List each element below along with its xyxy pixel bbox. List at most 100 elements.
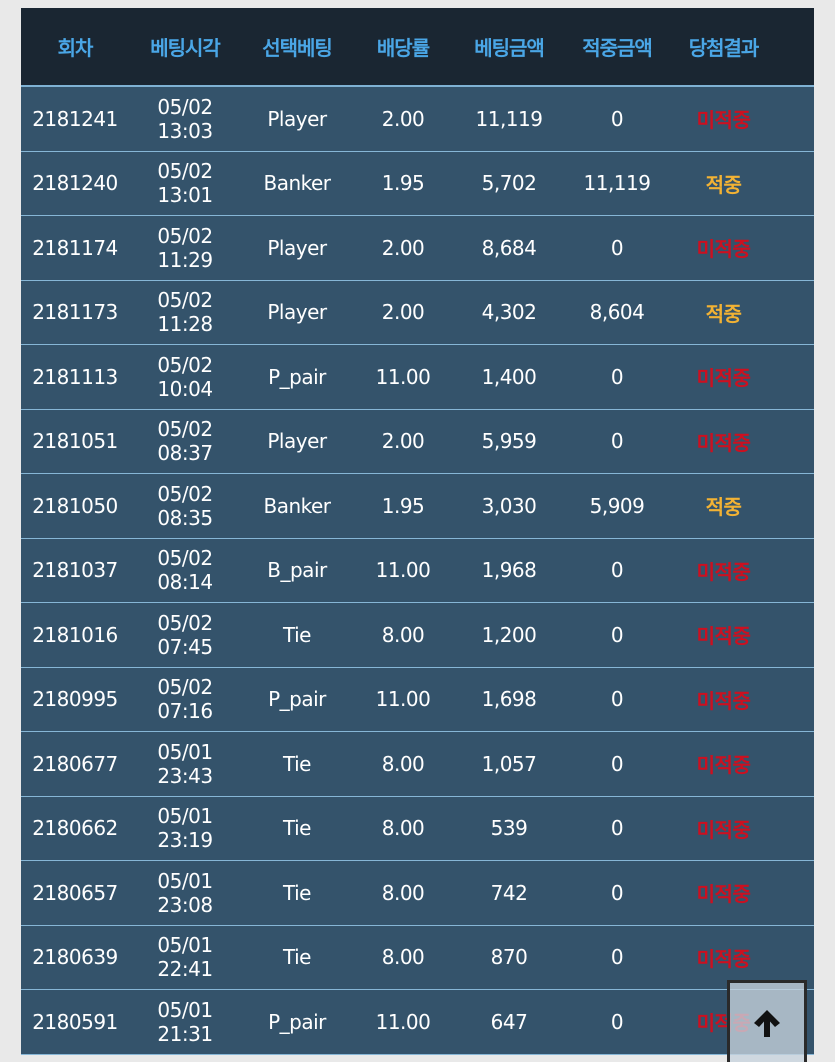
win-amount-cell: 0 xyxy=(610,1009,624,1034)
odds-cell: 11.00 xyxy=(375,687,431,712)
bet-amount-cell: 647 xyxy=(490,1009,528,1034)
odds-cell: 8.00 xyxy=(381,945,425,970)
selection-cell: Player xyxy=(267,235,327,260)
bet-amount-cell: 11,119 xyxy=(475,106,543,131)
bet-amount-cell: 1,968 xyxy=(481,558,537,583)
selection-cell: P_pair xyxy=(268,1009,326,1034)
table-header: 회차 베팅시각 선택베팅 배당률 베팅금액 적중금액 당첨결과 xyxy=(21,8,814,87)
result-cell: 적중 xyxy=(705,301,742,326)
table-row: 2181240 05/02 13:01 Banker 1.95 5,702 11,119 적… xyxy=(21,151,814,216)
win-amount-cell: 0 xyxy=(610,364,624,389)
scroll-to-top-button[interactable] xyxy=(727,980,807,1062)
bet-time-cell: 05/02 08:37 xyxy=(157,417,213,466)
bet-time-cell: 05/02 07:45 xyxy=(157,610,213,659)
result-cell: 미적중 xyxy=(696,882,751,907)
round-cell: 2180662 xyxy=(32,816,118,841)
win-amount-cell: 0 xyxy=(610,945,624,970)
bet-amount-cell: 742 xyxy=(490,880,528,905)
result-cell: 적중 xyxy=(705,495,742,520)
bet-amount-cell: 3,030 xyxy=(481,493,537,518)
arrow-up-icon xyxy=(754,1009,780,1037)
round-cell: 2180677 xyxy=(32,751,118,776)
column-header: 당첨결과 xyxy=(688,36,760,60)
table-row: 2180677 05/01 23:43 Tie 8.00 1,057 0 미적중 xyxy=(21,732,814,797)
round-cell: 2181240 xyxy=(32,171,118,196)
table-row: 2181241 05/02 13:03 Player 2.00 11,119 0 미적중 xyxy=(21,87,814,152)
selection-cell: Player xyxy=(267,429,327,454)
win-amount-cell: 0 xyxy=(610,235,624,260)
result-cell: 미적중 xyxy=(696,108,751,133)
selection-cell: Tie xyxy=(283,622,311,647)
win-amount-cell: 8,604 xyxy=(589,300,645,325)
win-amount-cell: 0 xyxy=(610,106,624,131)
bet-amount-cell: 4,302 xyxy=(481,300,537,325)
selection-cell: Banker xyxy=(263,493,331,518)
table-body: 2181241 05/02 13:03 Player 2.00 11,119 0 미적중 21… xyxy=(21,87,814,1055)
bet-time-cell: 05/01 21:31 xyxy=(157,997,213,1046)
win-amount-cell: 0 xyxy=(610,751,624,776)
bet-time-cell: 05/01 23:43 xyxy=(157,739,213,788)
bet-time-cell: 05/01 23:08 xyxy=(157,868,213,917)
result-cell: 미적중 xyxy=(696,946,751,971)
round-cell: 2181174 xyxy=(32,235,118,260)
table-row: 2180591 05/01 21:31 P_pair 11.00 647 0 미적중 xyxy=(21,990,814,1055)
round-cell: 2180995 xyxy=(32,687,118,712)
table-row: 2181050 05/02 08:35 Banker 1.95 3,030 5,909 적중 xyxy=(21,474,814,539)
result-cell: 미적중 xyxy=(696,366,751,391)
bet-time-cell: 05/01 22:41 xyxy=(157,933,213,982)
win-amount-cell: 5,909 xyxy=(589,493,645,518)
win-amount-cell: 0 xyxy=(610,622,624,647)
table-row: 2181016 05/02 07:45 Tie 8.00 1,200 0 미적중 xyxy=(21,603,814,668)
odds-cell: 2.00 xyxy=(381,429,425,454)
bet-amount-cell: 1,200 xyxy=(481,622,537,647)
round-cell: 2180591 xyxy=(32,1009,118,1034)
table-row: 2181173 05/02 11:28 Player 2.00 4,302 8,604 적중 xyxy=(21,280,814,345)
round-cell: 2181241 xyxy=(32,106,118,131)
win-amount-cell: 0 xyxy=(610,816,624,841)
odds-cell: 2.00 xyxy=(381,235,425,260)
odds-cell: 8.00 xyxy=(381,622,425,647)
table-row: 2180662 05/01 23:19 Tie 8.00 539 0 미적중 xyxy=(21,796,814,861)
selection-cell: P_pair xyxy=(268,687,326,712)
result-cell: 적중 xyxy=(705,172,742,197)
round-cell: 2181037 xyxy=(32,558,118,583)
table-row: 2181037 05/02 08:14 B_pair 11.00 1,968 0 미적중 xyxy=(21,538,814,603)
bet-time-cell: 05/01 23:19 xyxy=(157,804,213,853)
odds-cell: 1.95 xyxy=(381,493,425,518)
bet-amount-cell: 8,684 xyxy=(481,235,537,260)
column-header: 선택베팅 xyxy=(262,36,333,60)
result-cell: 미적중 xyxy=(696,559,751,584)
betting-history-table: 회차 베팅시각 선택베팅 배당률 베팅금액 적중금액 당첨결과 2181241 05/02 1… xyxy=(21,8,814,1055)
selection-cell: B_pair xyxy=(267,558,327,583)
selection-cell: Tie xyxy=(283,945,311,970)
win-amount-cell: 0 xyxy=(610,429,624,454)
result-cell: 미적중 xyxy=(696,817,751,842)
odds-cell: 8.00 xyxy=(381,816,425,841)
odds-cell: 8.00 xyxy=(381,880,425,905)
selection-cell: Banker xyxy=(263,171,331,196)
win-amount-cell: 0 xyxy=(610,880,624,905)
win-amount-cell: 0 xyxy=(610,558,624,583)
selection-cell: Tie xyxy=(283,816,311,841)
bet-time-cell: 05/02 13:03 xyxy=(157,94,213,143)
result-cell: 미적중 xyxy=(696,753,751,778)
bet-amount-cell: 5,959 xyxy=(481,429,537,454)
result-cell: 미적중 xyxy=(696,430,751,455)
round-cell: 2181113 xyxy=(32,364,118,389)
table-row: 2181051 05/02 08:37 Player 2.00 5,959 0 미적중 xyxy=(21,409,814,474)
result-cell: 미적중 xyxy=(696,688,751,713)
round-cell: 2181016 xyxy=(32,622,118,647)
win-amount-cell: 0 xyxy=(610,687,624,712)
column-header: 베팅금액 xyxy=(474,36,545,60)
selection-cell: Tie xyxy=(283,751,311,776)
selection-cell: Player xyxy=(267,106,327,131)
bet-amount-cell: 1,698 xyxy=(481,687,537,712)
round-cell: 2180639 xyxy=(32,945,118,970)
table-row: 2181113 05/02 10:04 P_pair 11.00 1,400 0 미적중 xyxy=(21,345,814,410)
bet-amount-cell: 5,702 xyxy=(481,171,537,196)
table-row: 2180639 05/01 22:41 Tie 8.00 870 0 미적중 xyxy=(21,925,814,990)
bet-amount-cell: 870 xyxy=(490,945,528,970)
odds-cell: 2.00 xyxy=(381,300,425,325)
table-row: 2181174 05/02 11:29 Player 2.00 8,684 0 미적중 xyxy=(21,216,814,281)
win-amount-cell: 11,119 xyxy=(583,171,651,196)
